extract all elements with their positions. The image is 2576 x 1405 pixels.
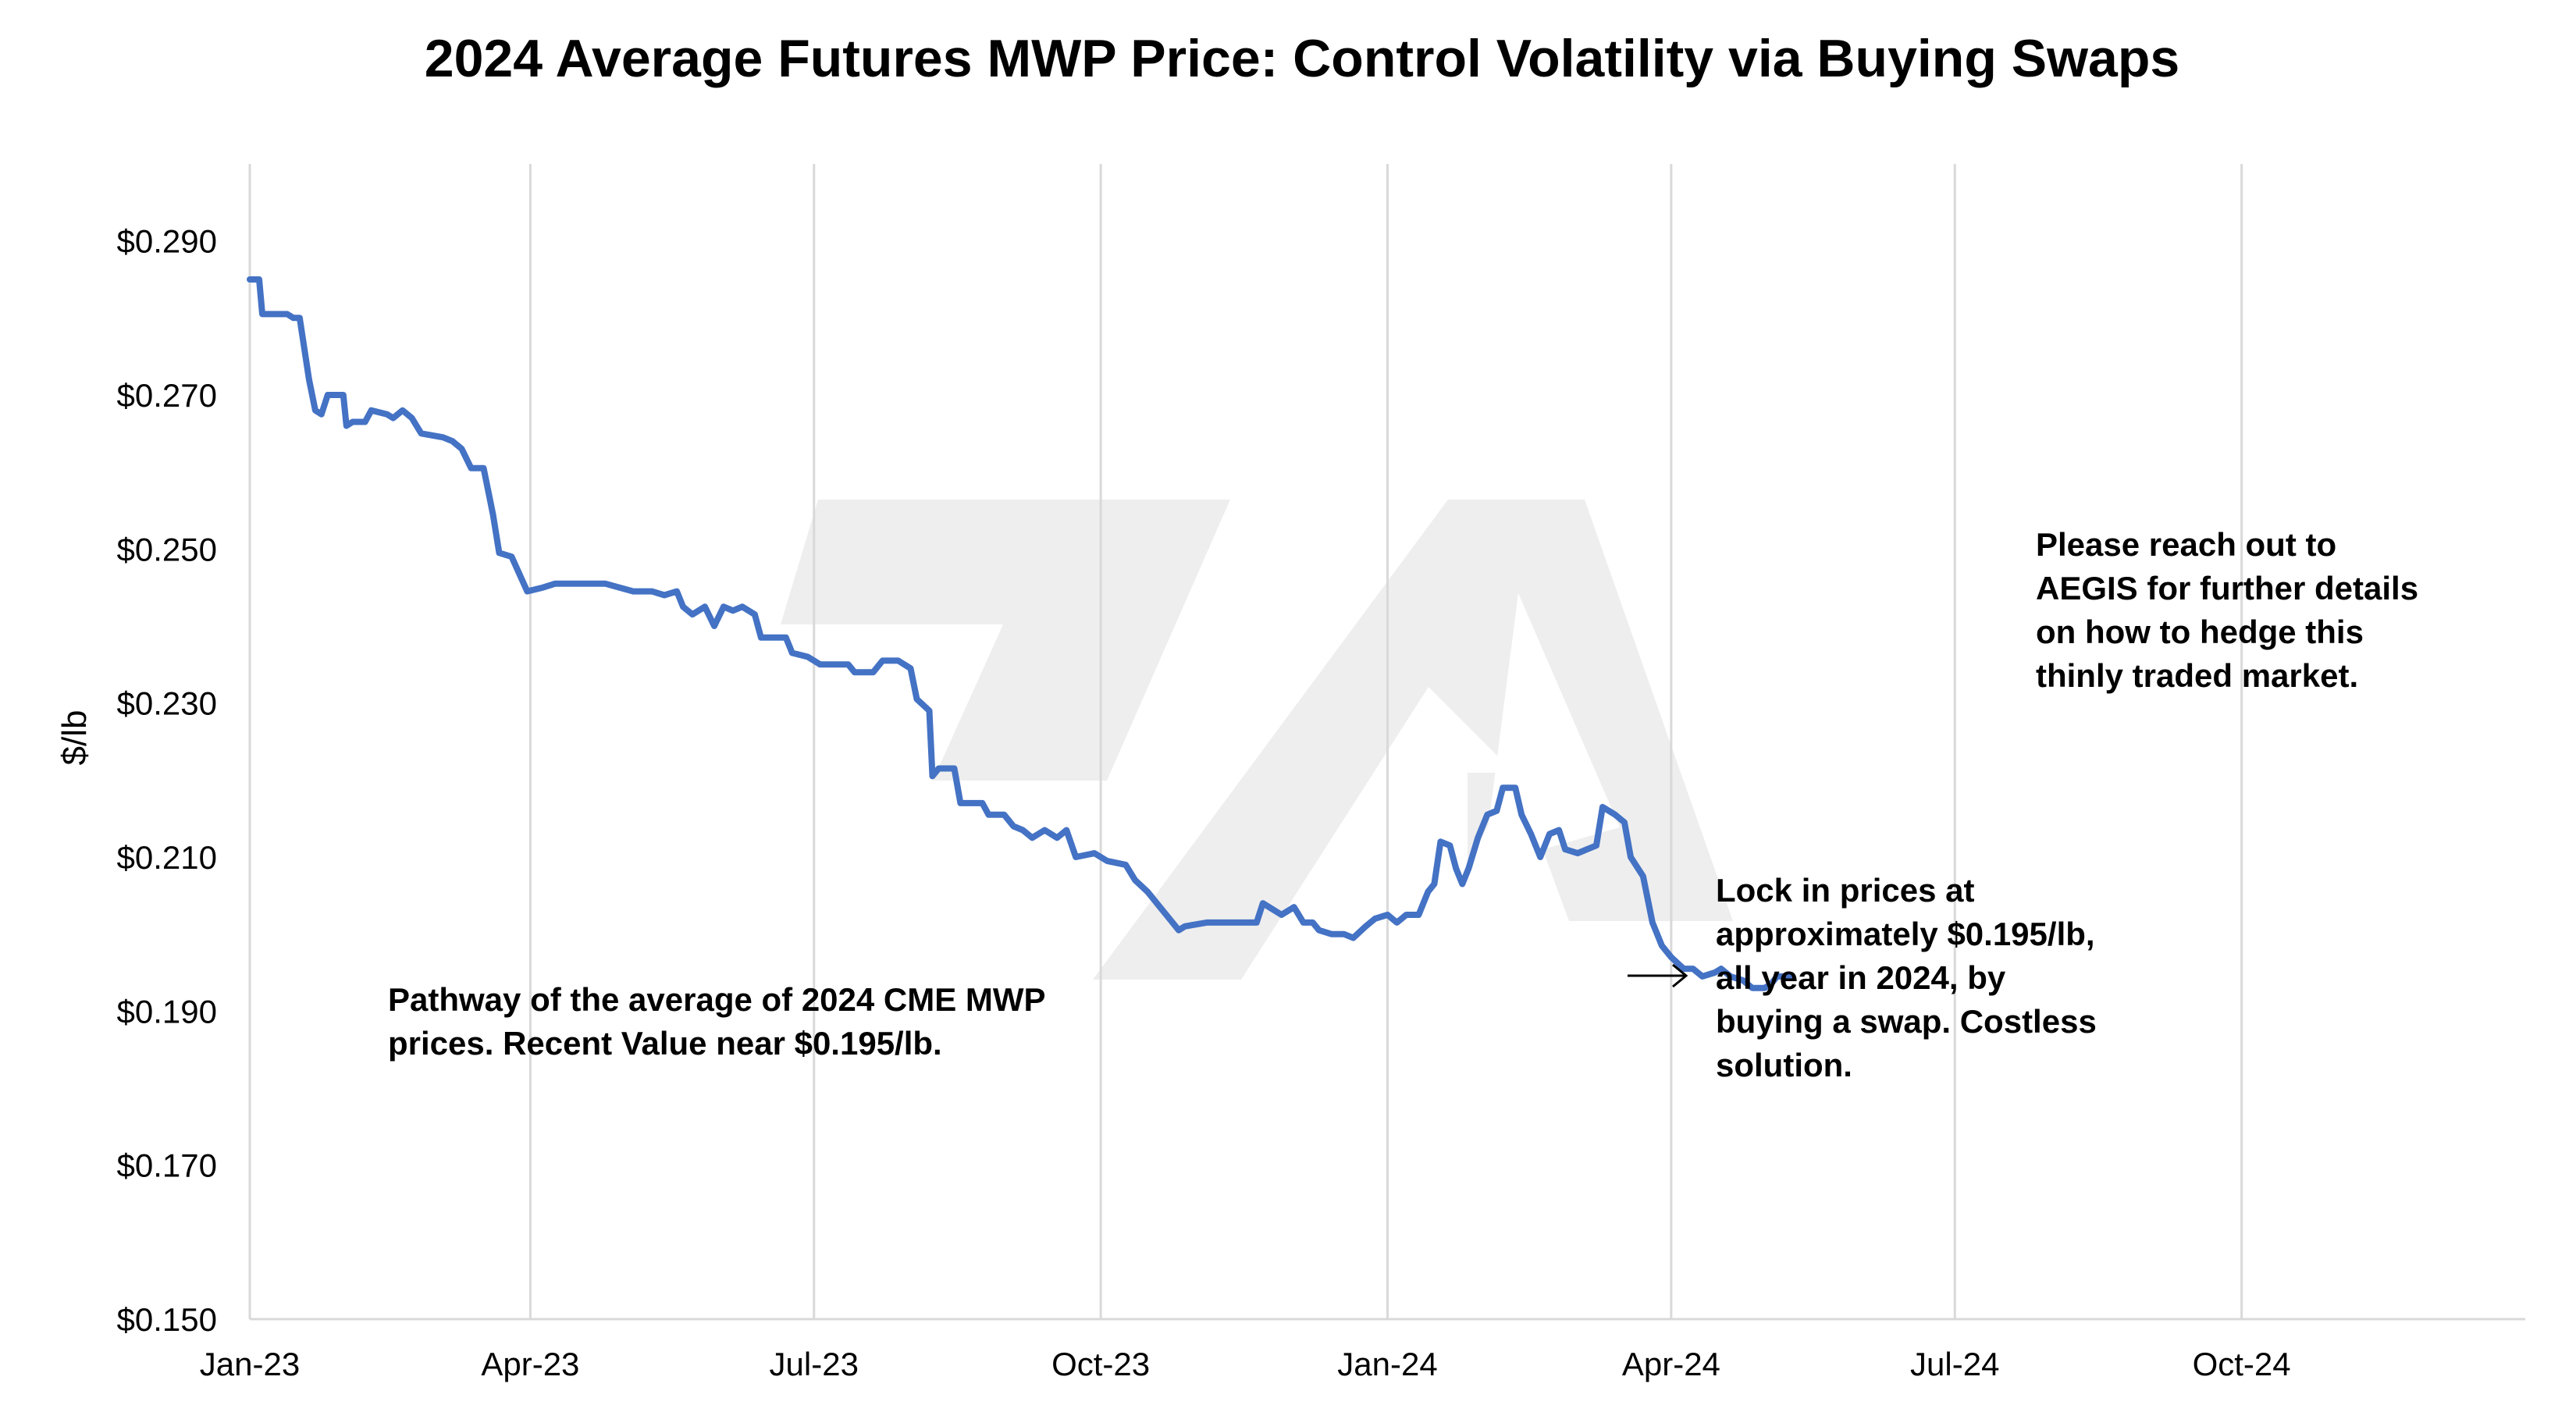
y-tick-label: $0.290 xyxy=(117,223,217,260)
x-tick-label: Oct-24 xyxy=(2193,1346,2291,1382)
annotation-lock-in-line: approximately $0.195/lb, xyxy=(1716,916,2095,952)
x-tick-label: Apr-24 xyxy=(1622,1346,1720,1382)
annotation-pathway-line: prices. Recent Value near $0.195/lb. xyxy=(388,1025,942,1062)
x-tick-label: Apr-23 xyxy=(481,1346,579,1382)
annotation-lock-in-line: buying a swap. Costless xyxy=(1716,1003,2097,1040)
grid xyxy=(248,164,2243,1319)
y-tick-label: $0.230 xyxy=(117,685,217,722)
annotation-contact: Please reach out to AEGIS for further de… xyxy=(2036,526,2428,694)
annotation-pathway-line: Pathway of the average of 2024 CME MWP xyxy=(388,981,1045,1018)
annotation-lock-in-line: all year in 2024, by xyxy=(1716,959,2006,996)
x-tick-label: Jul-23 xyxy=(770,1346,859,1382)
chart-title: 2024 Average Futures MWP Price: Control … xyxy=(425,29,2179,88)
y-axis-ticks: $0.150 $0.170 $0.190 $0.210 $0.230 $0.250 $0.2… xyxy=(117,223,217,1338)
annotation-contact-line: thinly traded market. xyxy=(2036,657,2358,694)
annotation-pathway: Pathway of the average of 2024 CME MWP p… xyxy=(388,981,1054,1062)
y-tick-label: $0.150 xyxy=(117,1301,217,1338)
annotation-contact-line: on how to hedge this xyxy=(2036,614,2364,650)
y-tick-label: $0.170 xyxy=(117,1147,217,1184)
y-tick-label: $0.190 xyxy=(117,993,217,1030)
x-tick-label: Jan-24 xyxy=(1337,1346,1437,1382)
y-axis-label: $/lb xyxy=(55,710,94,766)
annotation-arrow xyxy=(1628,963,1688,988)
x-axis-ticks: Jan-23 Apr-23 Jul-23 Oct-23 Jan-24 Apr-24 Jul-… xyxy=(200,1346,2291,1382)
x-tick-label: Jul-24 xyxy=(1910,1346,1999,1382)
watermark-logo xyxy=(781,500,1733,980)
x-tick-label: Oct-23 xyxy=(1051,1346,1150,1382)
series-line xyxy=(247,276,1796,991)
y-tick-label: $0.250 xyxy=(117,531,217,567)
annotation-contact-line: AEGIS for further details xyxy=(2036,570,2418,606)
y-tick-label: $0.210 xyxy=(117,839,217,876)
annotation-contact-line: Please reach out to xyxy=(2036,526,2336,563)
annotation-lock-in: Lock in prices at approximately $0.195/l… xyxy=(1716,872,2105,1083)
annotation-lock-in-line: solution. xyxy=(1716,1047,1852,1083)
y-tick-label: $0.270 xyxy=(117,377,217,414)
axes xyxy=(248,164,2525,1321)
annotation-lock-in-line: Lock in prices at xyxy=(1716,872,1974,909)
x-tick-label: Jan-23 xyxy=(200,1346,300,1382)
